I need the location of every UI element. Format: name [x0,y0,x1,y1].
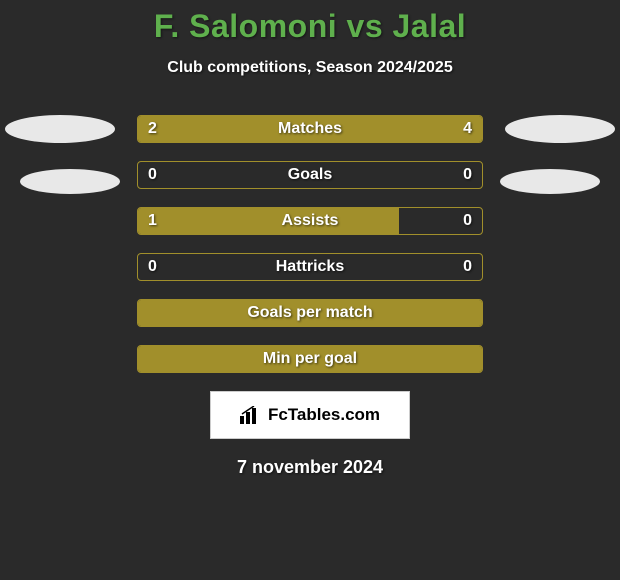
player-left-badge-1 [5,115,115,143]
stat-bar: 10Assists [137,207,483,235]
page-title: F. Salomoni vs Jalal [0,8,620,45]
bar-label: Hattricks [138,254,482,280]
bars-container: 24Matches 00Goals 10Assists 00Hattricks Goal… [137,115,483,373]
fctables-logo: FcTables.com [210,391,410,439]
comparison-infographic: F. Salomoni vs Jalal Club competitions, … [0,0,620,478]
player-right-badge-2 [500,169,600,194]
footer-date: 7 november 2024 [0,457,620,478]
bar-label: Matches [138,116,482,142]
logo-text: FcTables.com [268,405,380,425]
subtitle: Club competitions, Season 2024/2025 [0,59,620,77]
stats-area: 24Matches 00Goals 10Assists 00Hattricks Goal… [0,115,620,373]
bar-label: Min per goal [138,346,482,372]
stat-bar: 00Hattricks [137,253,483,281]
stat-bar: 24Matches [137,115,483,143]
player-right-badge-1 [505,115,615,143]
bar-label: Goals [138,162,482,188]
bar-label: Goals per match [138,300,482,326]
stat-bar: Goals per match [137,299,483,327]
chart-icon [240,406,262,424]
stat-bar: Min per goal [137,345,483,373]
player-left-badge-2 [20,169,120,194]
bar-label: Assists [138,208,482,234]
stat-bar: 00Goals [137,161,483,189]
